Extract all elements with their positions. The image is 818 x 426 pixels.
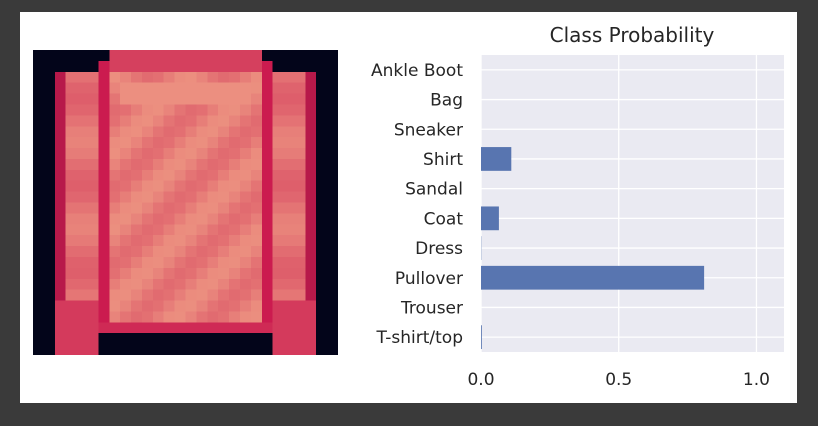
y-tick-label: T-shirt/top [375, 328, 463, 348]
bar-coat [481, 206, 499, 231]
y-tick-label: Sandal [405, 180, 463, 200]
y-tick-label: Sneaker [394, 120, 463, 140]
y-tick-label: Ankle Boot [371, 61, 463, 81]
bar-t-shirt-top [481, 325, 482, 350]
y-tick-label: Dress [415, 239, 463, 259]
y-tick-label: Coat [424, 209, 464, 229]
chart-title: Class Probability [550, 23, 715, 47]
y-tick-label: Bag [430, 91, 463, 111]
grid-lines [480, 55, 784, 352]
y-tick-label: Trouser [400, 298, 463, 318]
y-tick-label: Shirt [423, 150, 463, 170]
plot-area [481, 55, 784, 352]
bar-shirt [481, 147, 512, 171]
bars [481, 147, 705, 350]
x-tick-label: 1.0 [743, 370, 770, 390]
y-tick-label: Pullover [395, 269, 463, 289]
x-tick-labels: 0.0 0.5 1.0 [467, 370, 770, 390]
x-tick-label: 0.0 [467, 370, 494, 390]
y-tick-labels: T-shirt/top Trouser Pullover Dress Coat Sanda… [371, 61, 463, 348]
x-tick-label: 0.5 [605, 370, 632, 390]
pullover-image [33, 50, 338, 355]
bar-pullover [481, 265, 705, 290]
